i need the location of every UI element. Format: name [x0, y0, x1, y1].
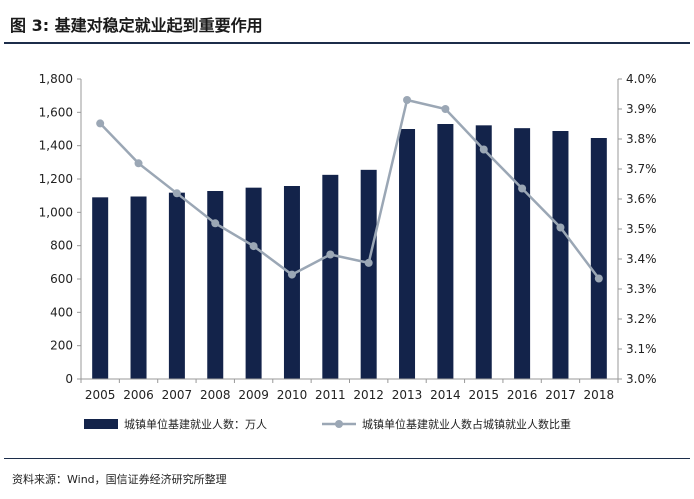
left-tick-label: 1,400 [39, 139, 73, 153]
bar-2010 [283, 186, 300, 379]
x-tick-label: 2008 [200, 388, 231, 402]
ratio-point-2009 [249, 242, 258, 251]
ratio-line [99, 98, 600, 280]
x-tick-label: 2015 [468, 388, 499, 402]
left-tick-label: 400 [50, 305, 73, 319]
x-tick-label: 2018 [584, 388, 615, 402]
legend-line-marker [335, 420, 343, 428]
x-tick-label: 2007 [162, 388, 193, 402]
x-tick-label: 2013 [392, 388, 423, 402]
bar-2012 [360, 169, 377, 379]
ratio-point-2015 [479, 145, 488, 154]
right-tick-label: 4.0% [626, 72, 657, 86]
x-tick-label: 2014 [430, 388, 461, 402]
bar-series [92, 124, 607, 379]
ratio-point-2005 [96, 119, 105, 128]
bar-2018 [590, 138, 607, 379]
bar-2008 [207, 191, 224, 379]
line-series [96, 96, 603, 283]
chart: 0 200 400 600 800 1,000 1,200 1,400 1,600 1,800 3.… [39, 72, 657, 431]
x-tick-label: 2005 [85, 388, 116, 402]
ratio-point-2016 [518, 184, 527, 193]
left-tick-label: 200 [50, 339, 73, 353]
bar-2013 [399, 129, 416, 379]
x-tick-label: 2009 [238, 388, 269, 402]
ratio-point-2011 [326, 250, 335, 259]
left-tick-label: 1,800 [39, 72, 73, 86]
x-tick-label: 2017 [545, 388, 576, 402]
legend-line-label: 城镇单位基建就业人数占城镇就业人数比重 [362, 417, 571, 431]
x-tick-label: 2016 [507, 388, 538, 402]
bar-2006 [130, 196, 147, 379]
ratio-point-2012 [364, 258, 373, 267]
bar-2015 [475, 125, 492, 379]
bar-2011 [322, 174, 339, 379]
ratio-point-2013 [403, 96, 412, 104]
right-tick-label: 3.9% [626, 102, 657, 116]
ratio-point-2007 [172, 189, 181, 198]
ratio-point-2010 [287, 270, 296, 279]
ratio-point-2014 [441, 105, 450, 113]
x-tick-label: 2010 [277, 388, 308, 402]
right-tick-label: 3.0% [626, 372, 657, 386]
right-tick-label: 3.4% [626, 252, 657, 266]
bar-2017 [552, 131, 569, 379]
figure-title: 图 3: 基建对稳定就业起到重要作用 [10, 16, 263, 35]
axes: 0 200 400 600 800 1,000 1,200 1,400 1,600 1,800 3.… [39, 72, 657, 402]
bar-2005 [92, 197, 109, 379]
title-rule [4, 42, 690, 44]
ratio-point-2018 [594, 274, 603, 283]
x-tick-label: 2006 [123, 388, 154, 402]
right-tick-label: 3.8% [626, 132, 657, 146]
x-tick-label: 2011 [315, 388, 346, 402]
legend-bar-label: 城镇单位基建就业人数：万人 [124, 417, 267, 431]
right-tick-label: 3.6% [626, 192, 657, 206]
legend: 城镇单位基建就业人数：万人 城镇单位基建就业人数占城镇就业人数比重 [84, 417, 571, 431]
left-tick-label: 0 [65, 372, 73, 386]
right-tick-label: 3.7% [626, 162, 657, 176]
bar-2009 [245, 187, 262, 379]
legend-bar-swatch [84, 419, 118, 429]
ratio-point-2017 [556, 223, 565, 232]
ratio-point-2006 [134, 159, 143, 168]
left-tick-label: 800 [50, 239, 73, 253]
x-tick-label: 2012 [353, 388, 384, 402]
left-tick-label: 1,000 [39, 205, 73, 219]
left-tick-label: 1,200 [39, 172, 73, 186]
right-tick-label: 3.5% [626, 222, 657, 236]
left-tick-label: 600 [50, 272, 73, 286]
footer-rule [4, 458, 690, 459]
right-tick-label: 3.3% [626, 282, 657, 296]
right-tick-label: 3.2% [626, 312, 657, 326]
right-tick-label: 3.1% [626, 342, 657, 356]
figure-header: 图 3: 基建对稳定就业起到重要作用 [0, 0, 694, 44]
bar-2016 [514, 128, 531, 379]
bar-2014 [437, 124, 454, 379]
ratio-point-2008 [211, 219, 220, 228]
left-tick-label: 1,600 [39, 105, 73, 119]
source-note: 资料来源：Wind，国信证券经济研究所整理 [12, 473, 227, 486]
bar-2007 [168, 192, 185, 379]
